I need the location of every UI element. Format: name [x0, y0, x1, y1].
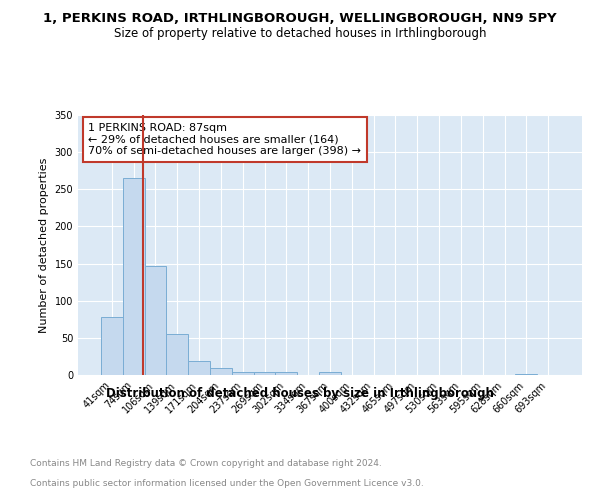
- Text: Distribution of detached houses by size in Irthlingborough: Distribution of detached houses by size …: [106, 388, 494, 400]
- Y-axis label: Number of detached properties: Number of detached properties: [39, 158, 49, 332]
- Text: Contains HM Land Registry data © Crown copyright and database right 2024.: Contains HM Land Registry data © Crown c…: [30, 458, 382, 468]
- Text: 1, PERKINS ROAD, IRTHLINGBOROUGH, WELLINGBOROUGH, NN9 5PY: 1, PERKINS ROAD, IRTHLINGBOROUGH, WELLIN…: [43, 12, 557, 26]
- Text: Contains public sector information licensed under the Open Government Licence v3: Contains public sector information licen…: [30, 478, 424, 488]
- Bar: [166, 334, 188, 375]
- Bar: [232, 372, 254, 375]
- Bar: [515, 374, 537, 375]
- Bar: [188, 361, 210, 375]
- Bar: [123, 178, 145, 375]
- Bar: [210, 368, 232, 375]
- Bar: [145, 266, 166, 375]
- Bar: [319, 372, 341, 375]
- Text: Size of property relative to detached houses in Irthlingborough: Size of property relative to detached ho…: [114, 28, 486, 40]
- Text: 1 PERKINS ROAD: 87sqm
← 29% of detached houses are smaller (164)
70% of semi-det: 1 PERKINS ROAD: 87sqm ← 29% of detached …: [88, 123, 361, 156]
- Bar: [254, 372, 275, 375]
- Bar: [275, 372, 297, 375]
- Bar: [101, 317, 123, 375]
